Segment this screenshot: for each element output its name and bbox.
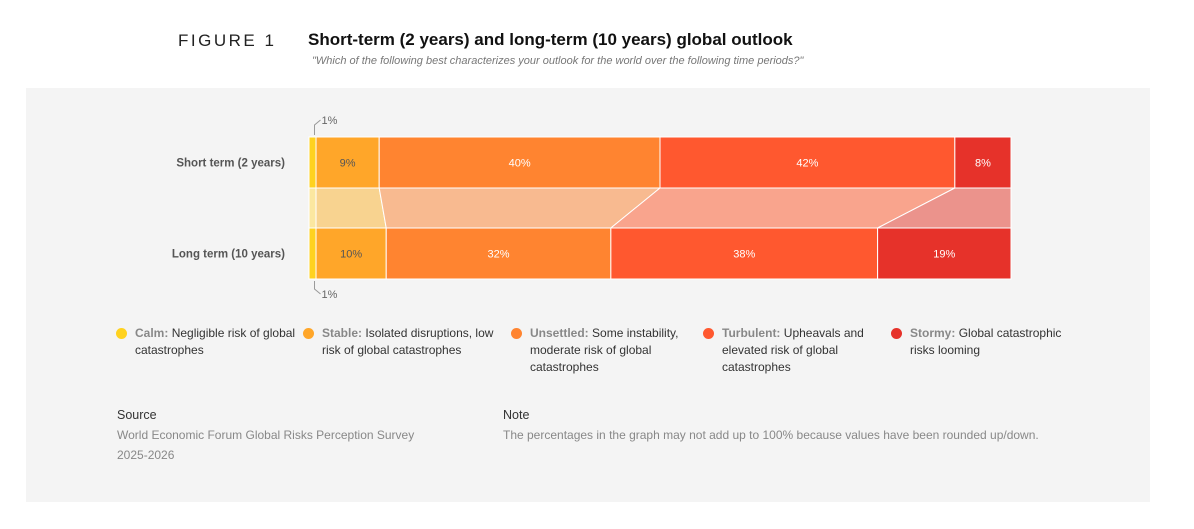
legend-dot-icon	[891, 328, 902, 339]
legend-label: Stormy:	[910, 326, 956, 340]
callout-line	[314, 119, 321, 135]
note-text: The percentages in the graph may not add…	[503, 428, 1039, 442]
data-label: 38%	[733, 249, 755, 261]
source-heading: Source	[117, 408, 157, 422]
data-label: 9%	[340, 158, 356, 170]
source-years: 2025-2026	[117, 448, 175, 462]
data-label-calm-long: 1%	[322, 289, 338, 301]
note-heading: Note	[503, 408, 530, 422]
chart-subtitle: "Which of the following best characteriz…	[312, 55, 804, 67]
legend-label: Stable:	[322, 326, 363, 340]
legend-dot-icon	[116, 328, 127, 339]
data-label: 10%	[340, 249, 362, 261]
legend-desc: Global catastrophic risks looming	[910, 326, 1062, 357]
bar-segment-turbulent	[659, 136, 956, 189]
data-label: 19%	[933, 249, 955, 261]
connector-band-stable	[315, 187, 387, 229]
bar-segment-turbulent	[610, 227, 879, 280]
data-label: 42%	[796, 158, 818, 170]
legend-desc: Isolated disruptions, low risk of global…	[322, 326, 494, 357]
legend-item-turbulent: Turbulent: Upheavals and elevated risk o…	[703, 325, 882, 376]
source-section: Source World Economic Forum Global Risks…	[117, 405, 414, 465]
data-label: 32%	[488, 249, 510, 261]
bar-segment-stormy	[954, 136, 1012, 189]
legend-dot-icon	[703, 328, 714, 339]
legend-label: Calm:	[135, 326, 169, 340]
legend-desc: Some instability, moderate risk of globa…	[530, 326, 679, 374]
note-section: Note The percentages in the graph may no…	[503, 405, 1039, 445]
legend-desc: Negligible risk of global catastrophes	[135, 326, 296, 357]
bar-segment-calm	[308, 227, 317, 280]
bar-segment-unsettled	[385, 227, 612, 280]
chart-title: Short-term (2 years) and long-term (10 y…	[308, 30, 793, 49]
data-label: 40%	[509, 158, 531, 170]
category-label: Long term (10 years)	[172, 249, 285, 261]
legend-label: Turbulent:	[722, 326, 781, 340]
legend-item-stable: Stable: Isolated disruptions, low risk o…	[303, 325, 497, 359]
bar-segment-unsettled	[378, 136, 661, 189]
legend-desc: Upheavals and elevated risk of global ca…	[722, 326, 864, 374]
figure-number: FIGURE 1	[178, 31, 277, 50]
bar-segment-calm	[308, 136, 317, 189]
legend-label: Unsettled:	[530, 326, 589, 340]
connector-band-calm	[308, 187, 317, 229]
data-label-calm-short: 1%	[322, 115, 338, 127]
bar-segment-stable	[315, 227, 387, 280]
data-label: 8%	[975, 158, 991, 170]
legend-item-stormy: Stormy: Global catastrophic risks loomin…	[891, 325, 1075, 359]
category-label: Short term (2 years)	[176, 158, 285, 170]
legend-dot-icon	[303, 328, 314, 339]
source-text: World Economic Forum Global Risks Percep…	[117, 428, 415, 442]
bar-segment-stormy	[877, 227, 1012, 280]
legend-item-calm: Calm: Negligible risk of global catastro…	[116, 325, 315, 359]
bar-segment-stable	[315, 136, 380, 189]
legend-item-unsettled: Unsettled: Some instability, moderate ri…	[511, 325, 690, 376]
callout-line	[314, 281, 321, 295]
legend-dot-icon	[511, 328, 522, 339]
